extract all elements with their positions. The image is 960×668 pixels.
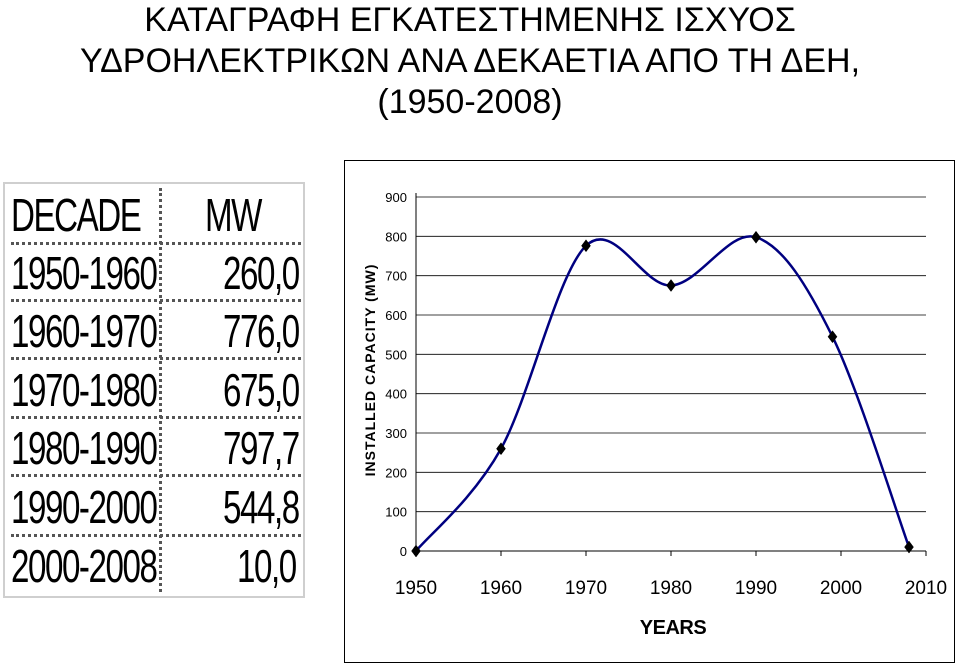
data-point-marker xyxy=(666,279,676,292)
x-tick-label: 1980 xyxy=(650,578,692,599)
table-cell-mw: 776,0 xyxy=(223,305,300,357)
table-cell-decade: 1950-1960 xyxy=(11,247,158,299)
y-tick-label: 900 xyxy=(385,190,407,205)
title-line-3: (1950-2008) xyxy=(377,83,563,121)
table-cell-decade: 1960-1970 xyxy=(11,305,158,357)
x-axis-title: YEARS xyxy=(640,617,707,639)
y-tick-label: 500 xyxy=(385,347,407,362)
y-tick-label: 600 xyxy=(385,308,407,323)
x-tick-label: 1970 xyxy=(565,578,607,599)
x-tick-label: 1990 xyxy=(735,578,777,599)
page-title: ΚΑΤΑΓΡΑΦΗ ΕΓΚΑΤΕΣΤΗΜΕΝΗΣ ΙΣΧΥΟΣ ΥΔΡΟΗΛΕΚ… xyxy=(0,0,940,123)
x-tick-label: 2010 xyxy=(905,578,947,599)
table-row-divider xyxy=(11,242,301,245)
title-line-1: ΚΑΤΑΓΡΑΦΗ ΕΓΚΑΤΕΣΤΗΜΕΝΗΣ ΙΣΧΥΟΣ xyxy=(144,1,796,39)
y-tick-label: 0 xyxy=(400,544,407,559)
table-cell-mw: 260,0 xyxy=(223,247,300,299)
decade-table: DECADE MW 1950-1960 260,0 1960-1970 776,… xyxy=(3,182,305,598)
table-column-divider xyxy=(159,188,162,592)
y-tick-label: 700 xyxy=(385,269,407,284)
table-cell-mw: 10,0 xyxy=(237,540,297,592)
data-point-marker xyxy=(581,239,591,253)
data-point-marker xyxy=(827,330,838,344)
data-point-marker xyxy=(904,540,914,554)
table-cell-decade: 1990-2000 xyxy=(11,481,158,533)
y-tick-label: 100 xyxy=(385,505,407,520)
y-tick-label: 300 xyxy=(385,426,407,441)
x-tick-label: 1950 xyxy=(395,578,437,599)
table-cell-mw: 544,8 xyxy=(223,481,300,533)
table-cell-mw: 797,7 xyxy=(223,422,300,474)
title-line-2: ΥΔΡΟΗΛΕΚΤΡΙΚΩΝ ΑΝΑ ΔΕΚΑΕΤΙΑ ΑΠΟ ΤΗ ΔΕΗ, xyxy=(79,42,861,80)
table-row-divider xyxy=(11,416,301,419)
table-row-divider xyxy=(11,299,301,302)
chart-frame xyxy=(344,160,955,663)
y-tick-label: 200 xyxy=(385,465,407,480)
data-point-marker xyxy=(411,544,421,558)
table-cell-decade: 2000-2008 xyxy=(11,540,158,592)
table-cell-mw: 675,0 xyxy=(223,364,300,416)
data-point-marker xyxy=(496,442,506,456)
table-header-mw: MW xyxy=(205,189,262,241)
table-header-decade: DECADE xyxy=(11,189,142,241)
y-tick-label: 800 xyxy=(385,229,407,244)
table-row-divider xyxy=(11,534,301,537)
y-tick-label: 400 xyxy=(385,387,407,402)
x-tick-label: 2000 xyxy=(820,578,862,599)
table-row-divider xyxy=(11,357,301,360)
table-cell-decade: 1980-1990 xyxy=(11,422,158,474)
y-axis-title: INSTALLED CAPACITY (MW) xyxy=(362,264,378,477)
data-point-marker xyxy=(751,230,761,244)
x-tick-label: 1960 xyxy=(480,578,522,599)
table-cell-decade: 1970-1980 xyxy=(11,364,158,416)
table-row-divider xyxy=(11,474,301,477)
